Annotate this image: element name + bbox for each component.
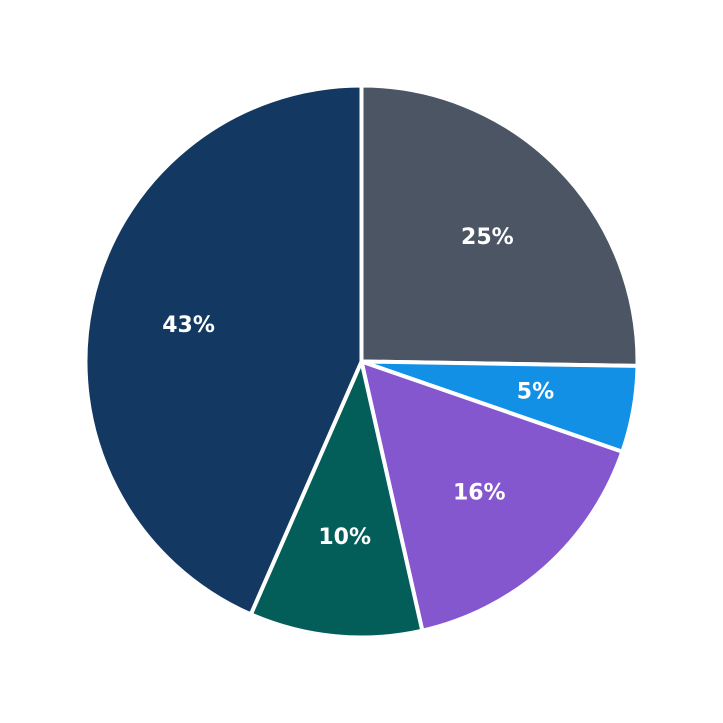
pie-slice-label-2: 16% <box>453 481 506 506</box>
pie-labels: 25% 5% 16% 10% 43% <box>162 225 554 550</box>
pie-slice-label-3: 10% <box>318 525 371 550</box>
pie-slice-label-0: 25% <box>461 225 514 250</box>
pie-slice-label-1: 5% <box>517 380 554 405</box>
pie-slices <box>83 83 640 640</box>
pie-slice-4 <box>83 83 364 617</box>
pie-slice-0 <box>359 83 640 368</box>
pie-slice-3 <box>248 359 425 640</box>
pie-slice-2 <box>359 359 625 633</box>
pie-slice-label-4: 43% <box>162 313 215 338</box>
